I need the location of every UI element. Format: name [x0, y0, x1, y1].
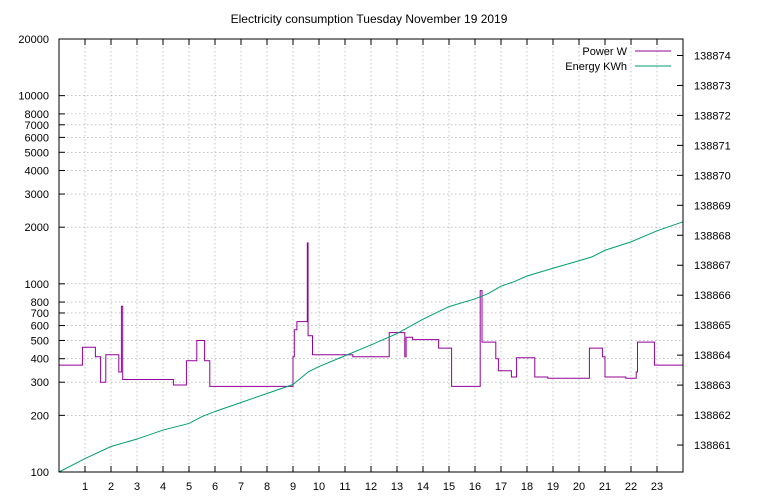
y-tick-label: 600	[31, 321, 49, 333]
y2-tick-label: 138863	[694, 380, 731, 392]
x-tick-label: 15	[443, 481, 455, 493]
y2-tick-label: 138867	[694, 260, 731, 272]
y2-tick-label: 138862	[694, 410, 731, 422]
x-tick-label: 11	[339, 481, 350, 493]
x-tick-label: 4	[160, 481, 166, 493]
x-tick-label: 7	[238, 481, 244, 493]
y-tick-label: 500	[31, 335, 49, 347]
x-tick-label: 14	[417, 481, 429, 493]
y-tick-label: 8000	[25, 109, 49, 121]
y-tick-label: 1000	[25, 279, 49, 291]
y-tick-label: 6000	[25, 132, 49, 144]
x-tick-label: 10	[313, 481, 325, 493]
y2-tick-label: 138866	[694, 290, 731, 302]
y2-tick-label: 138864	[694, 350, 731, 362]
x-tick-label: 1	[82, 481, 88, 493]
series-line-energy-kwh	[58, 221, 684, 473]
x-tick-label: 17	[495, 481, 507, 493]
y2-tick-label: 138873	[694, 80, 731, 92]
y-tick-label: 100	[31, 467, 49, 479]
y-tick-label: 20000	[18, 34, 49, 46]
y-tick-label: 200	[31, 410, 49, 422]
y2-tick-label: 138861	[694, 440, 731, 452]
y2-tick-label: 138865	[694, 320, 731, 332]
legend-label: Energy KWh	[565, 61, 627, 73]
x-tick-label: 20	[573, 481, 585, 493]
legend-label: Power W	[582, 46, 627, 58]
x-tick-label: 13	[391, 481, 403, 493]
y-tick-label: 700	[31, 308, 49, 320]
x-tick-label: 3	[134, 481, 140, 493]
y-tick-label: 400	[31, 354, 49, 366]
y2-tick-label: 138874	[694, 50, 731, 62]
y-tick-label: 4000	[25, 166, 49, 178]
y-tick-label: 3000	[25, 189, 49, 201]
x-tick-label: 5	[186, 481, 192, 493]
x-tick-label: 18	[521, 481, 533, 493]
y-tick-label: 10000	[18, 91, 49, 103]
x-tick-label: 21	[599, 481, 611, 493]
x-tick-label: 2	[108, 481, 114, 493]
y2-tick-label: 138872	[694, 110, 731, 122]
y-tick-label: 7000	[25, 120, 49, 132]
chart-title: Electricity consumption Tuesday November…	[231, 12, 508, 26]
y-tick-label: 5000	[25, 147, 49, 159]
y2-tick-label: 138870	[694, 170, 731, 182]
x-tick-label: 23	[651, 481, 663, 493]
y2-tick-label: 138868	[694, 230, 731, 242]
y-tick-label: 800	[31, 297, 49, 309]
y-tick-label: 300	[31, 377, 49, 389]
x-tick-label: 9	[290, 481, 296, 493]
grid	[59, 38, 683, 473]
x-tick-label: 22	[625, 481, 637, 493]
x-tick-label: 6	[212, 481, 218, 493]
y2-tick-label: 138871	[694, 140, 731, 152]
x-tick-label: 16	[469, 481, 481, 493]
ticks-layer: 1 2 3 4 5 6 7 8 9 10 11 12 13 14 15 16 17 18 19 20 21 22 23100…	[18, 34, 730, 493]
x-tick-label: 8	[264, 481, 270, 493]
legend: Power W Energy KWh	[565, 46, 671, 73]
x-tick-label: 12	[365, 481, 377, 493]
series-line-power-w	[59, 242, 683, 387]
y-tick-label: 2000	[25, 222, 49, 234]
y2-tick-label: 138869	[694, 200, 731, 212]
x-tick-label: 19	[547, 481, 559, 493]
series-layer	[58, 221, 684, 473]
